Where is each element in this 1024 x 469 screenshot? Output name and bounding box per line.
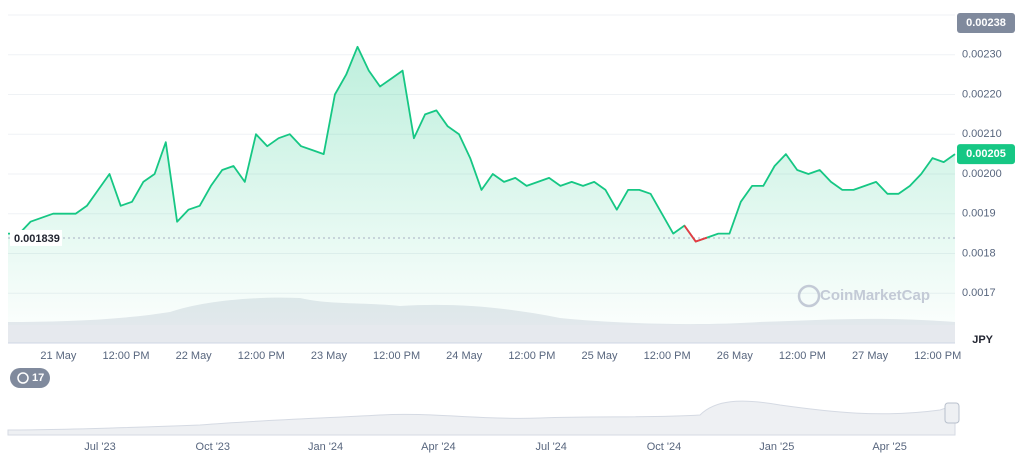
plot: 0.001839 [8, 45, 956, 326]
navigator-label: Jan '24 [308, 441, 343, 453]
high-badge [957, 12, 1015, 33]
navigator-label: Oct '24 [647, 441, 682, 453]
navigator-label: Oct '23 [196, 441, 231, 453]
x-tick-label: 21 May [40, 350, 77, 362]
navigator-label: Jul '23 [84, 441, 115, 453]
navigator-label: Apr '24 [421, 441, 456, 453]
baseline-label-bg [10, 229, 62, 246]
navigator-label: Jul '24 [535, 441, 566, 453]
baseline-label: 0.001839 [14, 233, 60, 245]
x-tick-label: 12:00 PM [779, 350, 826, 362]
x-tick-label: 12:00 PM [238, 350, 285, 362]
navigator-label: Jan '25 [759, 441, 794, 453]
last-badge-label: 0.00205 [966, 148, 1006, 160]
navigator-handle[interactable] [944, 402, 960, 424]
x-tick-label: 22 May [176, 350, 213, 362]
y-tick-label: 0.00230 [962, 49, 1002, 61]
y-tick-label: 0.00220 [962, 88, 1002, 100]
x-tick-label: 12:00 PM [644, 350, 691, 362]
high-badge-label: 0.00238 [966, 17, 1006, 29]
x-tick-label: 23 May [311, 350, 348, 362]
price-area [8, 46, 955, 326]
navigator-area [7, 400, 956, 436]
navigator-labels: Jul '23 Oct '23 Jan '24 Apr '24 Jul '24 Oct '… [84, 441, 907, 453]
badge-count: 17 [32, 372, 44, 384]
y-tick-label: 0.00200 [962, 168, 1002, 180]
y-tick-label: 0.0018 [962, 247, 996, 259]
last-badge [957, 144, 1015, 165]
y-tick-label: 0.00210 [962, 128, 1002, 140]
x-tick-label: 27 May [852, 350, 889, 362]
x-tick-label: 12:00 PM [914, 350, 961, 362]
currency-label: JPY [972, 334, 993, 346]
x-tick-label: 12:00 PM [102, 350, 149, 362]
navigator-label: Apr '25 [872, 441, 907, 453]
watermark: CoinMarketCap [820, 287, 930, 304]
x-tick-label: 12:00 PM [373, 350, 420, 362]
y-tick-label: 0.0017 [962, 287, 996, 299]
badge-bg [10, 368, 50, 388]
x-tick-label: 12:00 PM [508, 350, 555, 362]
price-line [8, 45, 956, 243]
badge-icon [17, 372, 29, 384]
x-tick-label: 24 May [446, 350, 483, 362]
watermark-logo [797, 284, 821, 308]
events-badge[interactable]: 17 [10, 368, 50, 388]
x-tick-label: 26 May [717, 350, 754, 362]
y-tick-label: 0.0019 [962, 208, 996, 220]
price-line-below [683, 225, 708, 243]
x-tick-label: 25 May [581, 350, 618, 362]
